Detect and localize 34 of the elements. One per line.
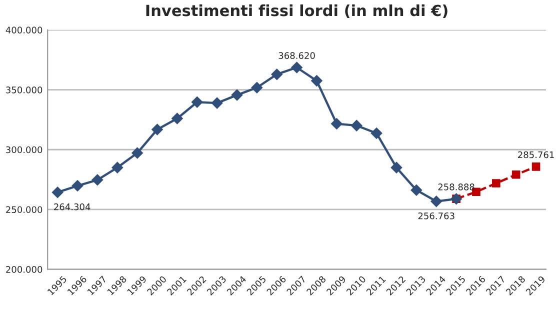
data-label: 368.620 [278, 52, 315, 59]
point [390, 162, 402, 174]
point [211, 97, 223, 109]
point [72, 180, 84, 192]
y-tick-label: 250.000 [6, 206, 42, 214]
point [492, 179, 500, 188]
point [152, 124, 163, 136]
point [132, 147, 143, 159]
point [351, 120, 362, 132]
chart-title: Investimenti fissi lordi (in mln di €) [146, 4, 448, 18]
data-label: 264.304 [54, 203, 90, 210]
y-tick-label: 200.000 [6, 266, 42, 273]
y-tick-label: 300.000 [6, 146, 42, 154]
point [331, 118, 342, 130]
data-label: 285.761 [518, 151, 554, 158]
point [112, 162, 123, 174]
point [52, 186, 64, 198]
point [192, 96, 203, 108]
point [172, 112, 183, 124]
point [231, 89, 243, 101]
point [532, 162, 540, 171]
point [410, 184, 422, 196]
data-label: 256.763 [418, 212, 454, 220]
point [271, 68, 282, 80]
point [92, 174, 104, 186]
point [512, 170, 520, 179]
y-tick-label: 400.000 [6, 26, 42, 34]
y-tick-label: 350.000 [6, 86, 42, 94]
point [311, 75, 322, 86]
point [291, 62, 302, 74]
point [251, 82, 263, 94]
data-label: 258.888 [438, 184, 474, 190]
point [370, 128, 382, 139]
point [430, 196, 442, 207]
